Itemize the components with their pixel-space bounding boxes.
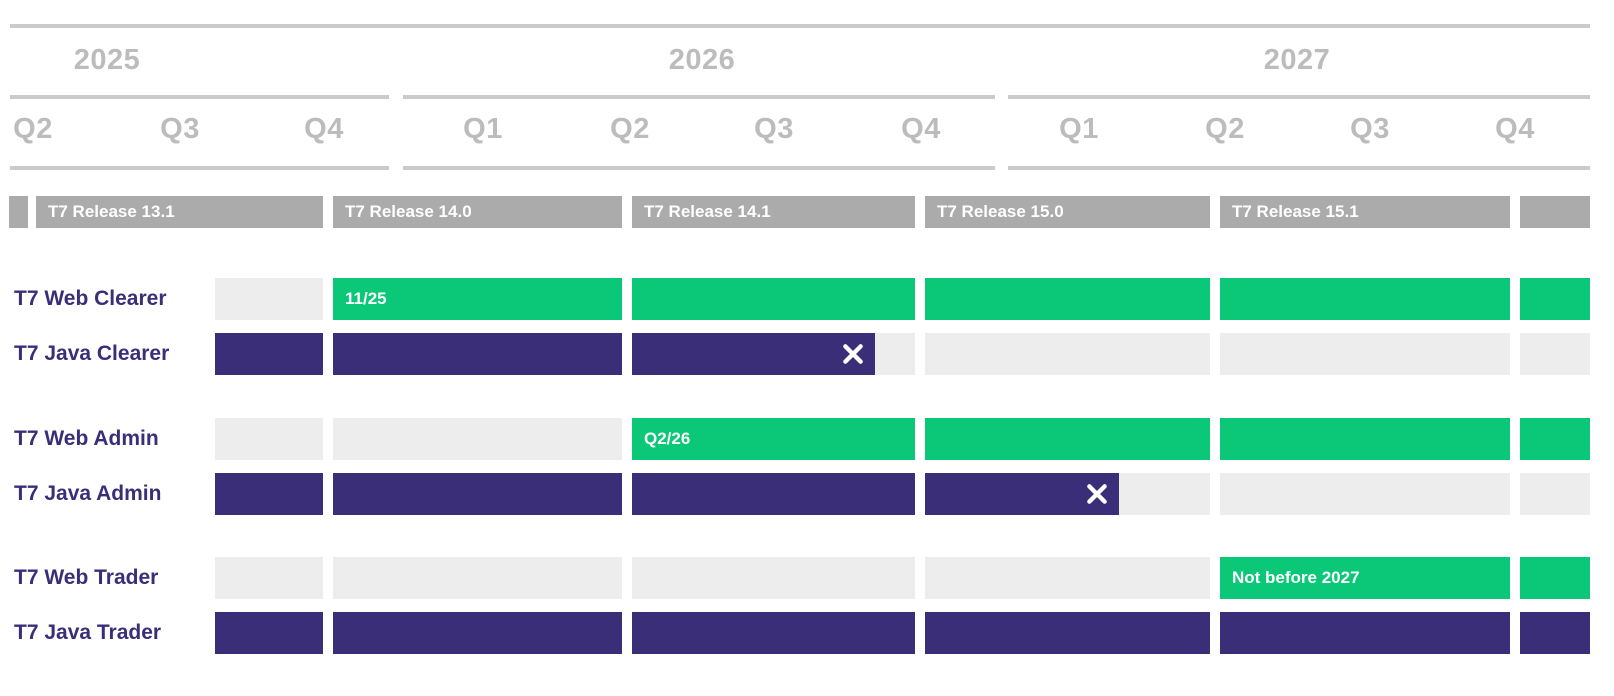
segment-inactive [215,557,323,599]
year-underline [403,95,995,99]
segment-legacy [1220,612,1510,654]
release-bar: T7 Release 15.1 [1220,196,1510,228]
segment-inactive [925,557,1210,599]
segment-note: Q2/26 [644,429,691,448]
segment-inactive [1220,473,1510,515]
segment-inactive [1520,473,1590,515]
end-of-support-x-icon [1087,484,1107,504]
segment-inactive [925,333,1210,375]
release-bar-stub-left [9,196,28,228]
release-bar-label: T7 Release 15.1 [1232,202,1359,221]
segment-legacy-ending [632,333,915,375]
release-bar: T7 Release 15.0 [925,196,1210,228]
product-label: T7 Web Trader [14,566,159,589]
release-bar: T7 Release 13.1 [36,196,323,228]
segment-legacy [632,333,875,375]
segment-available: 11/25 [333,278,622,320]
product-label: T7 Java Clearer [14,342,170,365]
segment-inactive [333,557,622,599]
release-bar: T7 Release 14.0 [333,196,622,228]
segment-legacy [925,612,1210,654]
segment-legacy [333,612,622,654]
segment-inactive [1220,333,1510,375]
quarter-label: Q1 [1059,113,1099,145]
release-bar: T7 Release 14.1 [632,196,915,228]
segment-legacy [925,473,1119,515]
quarter-label: Q4 [1495,113,1535,145]
product-label: T7 Web Clearer [14,287,167,310]
quarter-label: Q4 [304,113,344,145]
segment-available [1520,418,1590,460]
segment-available: Not before 2027 [1220,557,1510,599]
segment-legacy [632,473,915,515]
segment-note: 11/25 [345,289,387,308]
segment-legacy [215,333,323,375]
quarter-label: Q3 [1350,113,1390,145]
year-label: 2026 [668,44,736,76]
year-label: 2025 [73,44,141,76]
quarter-underline [1008,166,1590,170]
segment-legacy [333,333,622,375]
segment-inactive [1520,333,1590,375]
segment-legacy [215,473,323,515]
segment-available [1220,278,1510,320]
release-bar-label: T7 Release 15.0 [937,202,1064,221]
quarter-label: Q2 [13,113,53,145]
product-label: T7 Web Admin [14,427,159,450]
segment-inactive [215,418,323,460]
quarter-label: Q1 [463,113,503,145]
release-bar-label: T7 Release 14.0 [345,202,472,221]
segment-note: Not before 2027 [1232,568,1360,587]
quarter-label: Q3 [754,113,794,145]
quarter-label: Q2 [1205,113,1245,145]
quarter-underline [10,166,389,170]
year-underline [1008,95,1590,99]
year-label: 2027 [1263,44,1331,76]
release-bar-stub-right [1520,196,1590,228]
segment-inactive [215,278,323,320]
segment-legacy [333,473,622,515]
segment-legacy-ending [925,473,1210,515]
segment-available [632,278,915,320]
quarter-label: Q4 [901,113,941,145]
end-of-support-x-icon [843,344,863,364]
segment-available [1220,418,1510,460]
release-bar-label: T7 Release 14.1 [644,202,771,221]
quarter-label: Q2 [610,113,650,145]
release-bar-label: T7 Release 13.1 [48,202,175,221]
segment-legacy [632,612,915,654]
segment-legacy [215,612,323,654]
segment-available [925,418,1210,460]
segment-inactive [632,557,915,599]
quarter-label: Q3 [160,113,200,145]
year-underline [10,95,389,99]
segment-available [1520,557,1590,599]
timeline-top-line [10,24,1590,28]
segment-available [925,278,1210,320]
segment-available [1520,278,1590,320]
quarter-underline [403,166,995,170]
product-label: T7 Java Trader [14,621,162,644]
segment-inactive [333,418,622,460]
segment-legacy [1520,612,1590,654]
product-label: T7 Java Admin [14,482,162,505]
segment-available: Q2/26 [632,418,915,460]
